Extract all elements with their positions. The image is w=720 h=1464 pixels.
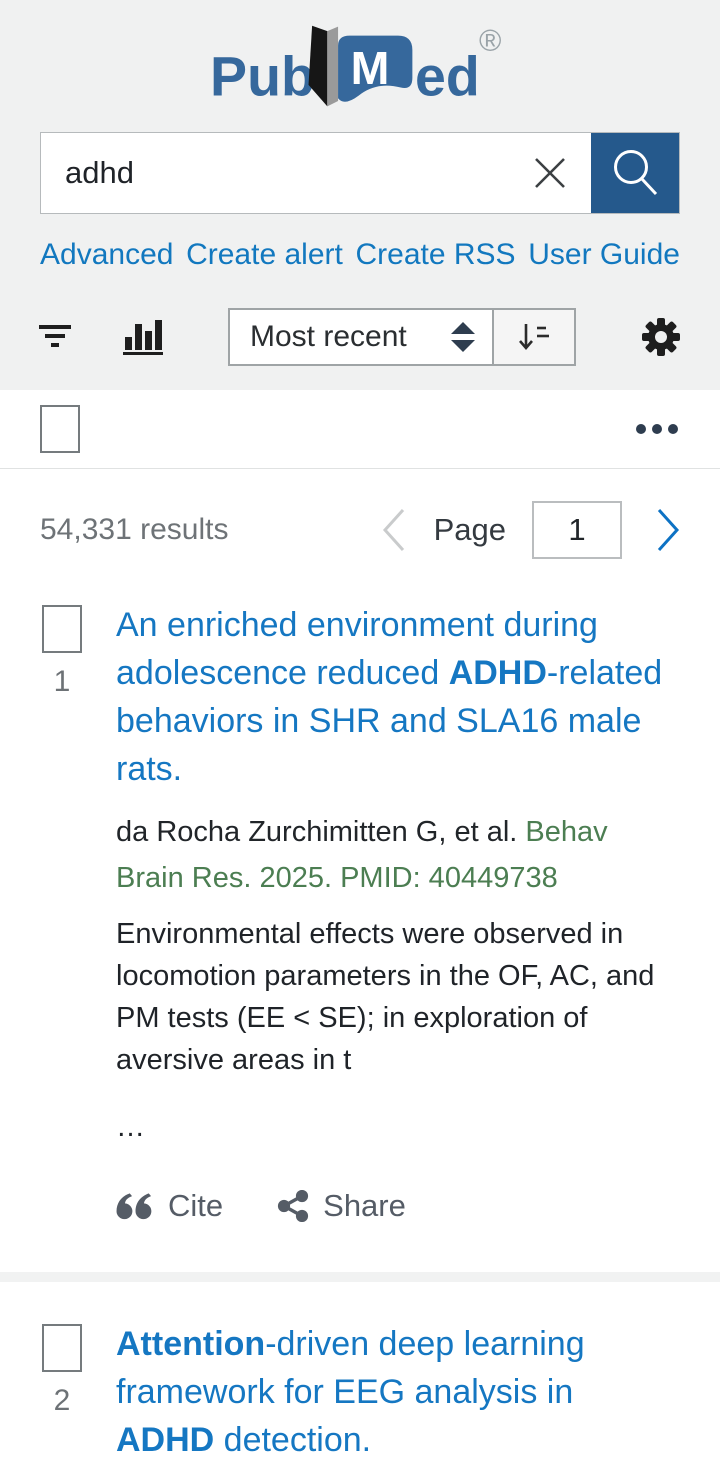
- logo-text-ed: ed: [415, 46, 480, 108]
- share-button[interactable]: Share: [277, 1188, 406, 1224]
- select-all-checkbox[interactable]: [40, 405, 80, 453]
- user-guide-link[interactable]: User Guide: [528, 238, 680, 271]
- advanced-link[interactable]: Advanced: [40, 238, 174, 271]
- result-1-journal: Behav Brain Res. 2025. PMID: 40449738: [116, 816, 608, 894]
- result-1-actions: Cite Share: [116, 1188, 680, 1224]
- header: Pub M ed ® Advanced Create alert Create …: [0, 0, 720, 390]
- share-label: Share: [323, 1188, 406, 1223]
- pubmed-logo-icon: Pub M ed ®: [210, 24, 501, 108]
- chevron-right-icon: [657, 508, 680, 552]
- previous-page-button[interactable]: [382, 508, 406, 552]
- sort-by-value: Most recent: [250, 320, 407, 353]
- search-bar: [40, 132, 680, 214]
- result-1-body: An enriched environment during adolescen…: [116, 601, 680, 1224]
- quote-icon: [116, 1193, 152, 1220]
- logo-book-page-dark: [308, 25, 328, 107]
- next-page-button[interactable]: [656, 508, 680, 552]
- chevron-left-icon: [382, 508, 404, 552]
- filter-icon: [39, 325, 71, 347]
- create-rss-link[interactable]: Create RSS: [355, 238, 516, 271]
- select-all-row: [0, 390, 720, 469]
- result-1-citation: da Rocha Zurchimitten G, et al. Behav Br…: [116, 809, 680, 901]
- search-icon: [614, 150, 658, 196]
- result-2-selector: 2: [40, 1320, 84, 1464]
- result-1-snippet: Environmental effects were observed in l…: [116, 918, 655, 1076]
- pubmed-logo[interactable]: Pub M ed ®: [0, 24, 720, 118]
- results-bar: 54,331 results Page: [0, 469, 720, 563]
- stats-button[interactable]: [122, 318, 164, 356]
- gear-icon: [642, 318, 680, 356]
- create-alert-link[interactable]: Create alert: [186, 238, 343, 271]
- search-links-row: Advanced Create alert Create RSS User Gu…: [40, 238, 680, 272]
- page-label: Page: [433, 512, 506, 547]
- select-arrows-icon: [451, 322, 475, 352]
- logo-registered-mark: ®: [479, 24, 501, 58]
- logo-book-page-gray: [327, 26, 339, 107]
- bar-chart-icon: [123, 320, 163, 355]
- search-input[interactable]: [41, 133, 509, 213]
- page-number-input[interactable]: [532, 501, 622, 559]
- x-icon: [535, 158, 565, 188]
- clear-search-button[interactable]: [509, 133, 591, 213]
- result-1-number: 1: [53, 665, 71, 698]
- logo-text-pub: Pub: [210, 46, 315, 108]
- result-2-number: 2: [53, 1384, 71, 1417]
- settings-button[interactable]: [640, 316, 682, 358]
- sort-descending-icon: [519, 324, 549, 350]
- result-1-selector: 1: [40, 601, 84, 1224]
- sort-by-select[interactable]: Most recent: [228, 308, 494, 366]
- cite-button[interactable]: Cite: [116, 1188, 223, 1224]
- share-icon: [278, 1190, 309, 1222]
- result-1-checkbox[interactable]: [42, 605, 82, 653]
- results-toolbar: Most recent: [0, 308, 720, 390]
- three-dots-icon: [636, 424, 678, 434]
- sort-controls: Most recent: [228, 308, 576, 366]
- pagination: Page: [382, 501, 680, 559]
- results-count: 54,331 results: [40, 513, 229, 546]
- cite-label: Cite: [168, 1188, 224, 1223]
- logo-book-cover: [338, 35, 413, 102]
- result-divider: [0, 1272, 720, 1282]
- overflow-menu-button[interactable]: [634, 422, 680, 436]
- result-item-1: 1 An enriched environment during adolesc…: [0, 563, 720, 1224]
- result-2-body: Attention-driven deep learning framework…: [116, 1320, 680, 1464]
- search-button[interactable]: [591, 133, 679, 213]
- result-1-truncation: …: [116, 1111, 145, 1143]
- sort-order-button[interactable]: [494, 308, 576, 366]
- result-1-title-link[interactable]: An enriched environment during adolescen…: [116, 606, 663, 788]
- result-1-authors: da Rocha Zurchimitten G, et al.: [116, 816, 526, 848]
- result-2-title-link[interactable]: Attention-driven deep learning framework…: [116, 1325, 585, 1459]
- result-2-checkbox[interactable]: [42, 1324, 82, 1372]
- logo-text-m: M: [351, 42, 390, 94]
- result-item-2: 2 Attention-driven deep learning framewo…: [0, 1282, 720, 1464]
- filters-button[interactable]: [38, 322, 72, 352]
